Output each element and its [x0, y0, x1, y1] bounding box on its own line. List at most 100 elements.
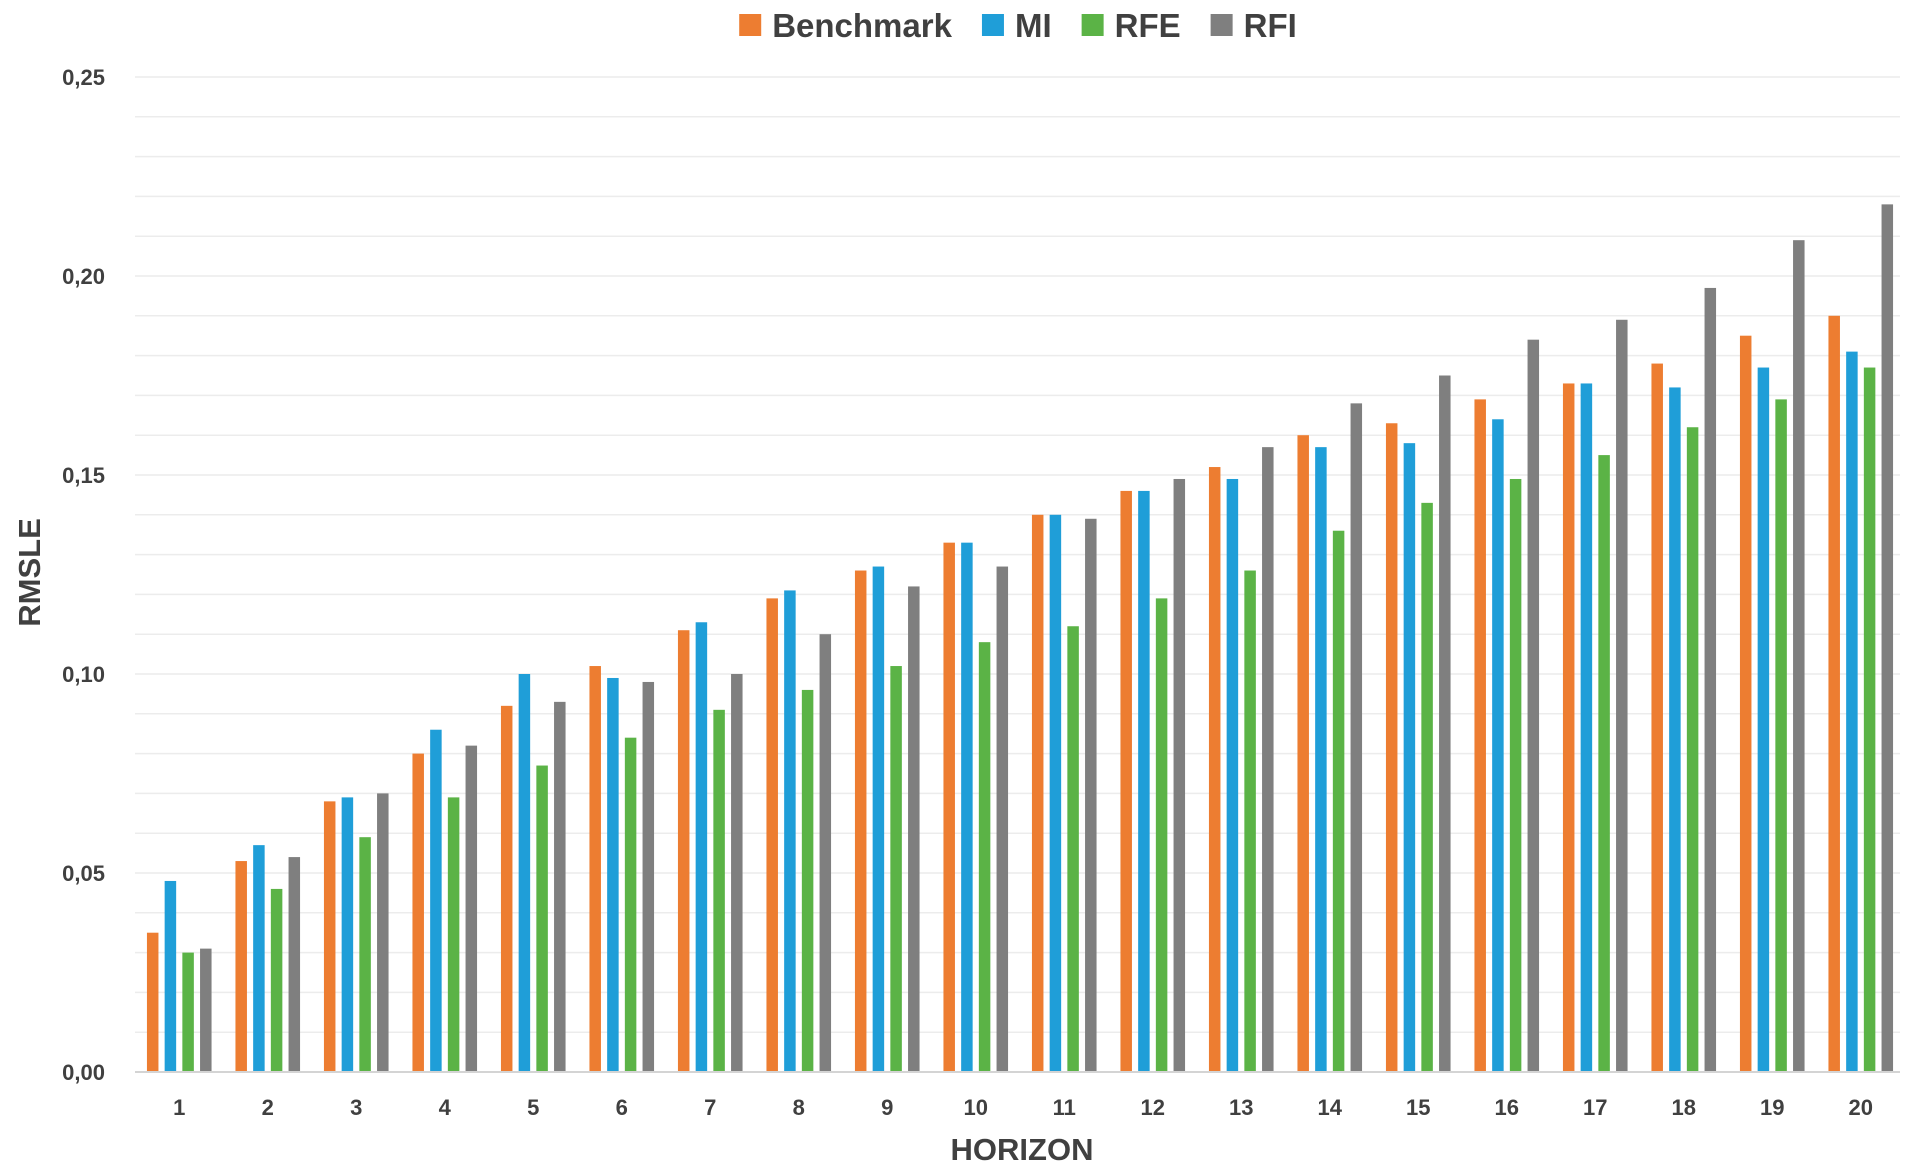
bar-rfi-13 — [1262, 447, 1274, 1072]
bar-benchmark-13 — [1208, 467, 1221, 1072]
legend-label-rfi: RFI — [1244, 7, 1297, 44]
bar-rfi-2 — [288, 857, 301, 1072]
x-tick-label: 5 — [527, 1095, 539, 1120]
y-tick-label: 0,20 — [62, 264, 105, 289]
y-tick-label: 0,25 — [62, 65, 105, 90]
bar-rfi-1 — [200, 948, 212, 1072]
bar-mi-11 — [1049, 514, 1062, 1072]
bar-benchmark-6 — [589, 666, 601, 1072]
bar-mi-4 — [430, 729, 442, 1072]
bar-rfi-11 — [1085, 518, 1097, 1072]
legend-label-mi: MI — [1015, 7, 1052, 44]
bar-rfe-19 — [1775, 399, 1787, 1072]
bar-mi-6 — [607, 677, 619, 1072]
bar-rfi-6 — [642, 681, 655, 1072]
bar-rfi-17 — [1616, 319, 1628, 1072]
bar-benchmark-12 — [1120, 490, 1132, 1072]
bar-mi-12 — [1138, 490, 1150, 1072]
bar-rfe-2 — [270, 888, 283, 1072]
bar-rfe-15 — [1421, 502, 1433, 1072]
bar-rfi-4 — [465, 745, 478, 1072]
bar-benchmark-15 — [1385, 423, 1398, 1072]
bar-benchmark-16 — [1474, 399, 1486, 1072]
x-tick-label: 17 — [1583, 1095, 1607, 1120]
bar-benchmark-7 — [677, 630, 690, 1072]
bar-rfe-18 — [1686, 427, 1699, 1072]
x-tick-label: 4 — [439, 1095, 452, 1120]
bar-mi-20 — [1846, 351, 1858, 1072]
bar-mi-13 — [1226, 478, 1239, 1073]
y-tick-label: 0,15 — [62, 463, 105, 488]
bar-benchmark-11 — [1031, 514, 1044, 1072]
bar-mi-2 — [253, 845, 265, 1072]
bar-rfi-19 — [1793, 240, 1805, 1072]
x-tick-label: 12 — [1141, 1095, 1165, 1120]
bar-rfi-8 — [819, 634, 832, 1072]
bar-mi-19 — [1757, 367, 1770, 1072]
bar-rfe-16 — [1509, 478, 1522, 1073]
bar-rfe-3 — [359, 837, 371, 1072]
bar-benchmark-10 — [943, 542, 955, 1072]
bar-rfi-9 — [908, 586, 920, 1072]
y-tick-label: 0,00 — [62, 1060, 105, 1085]
y-tick-label: 0,10 — [62, 662, 105, 687]
bar-mi-15 — [1403, 443, 1416, 1072]
bar-benchmark-1 — [146, 932, 159, 1072]
x-tick-label: 3 — [350, 1095, 362, 1120]
bar-rfi-5 — [554, 701, 566, 1072]
legend-label-benchmark: Benchmark — [772, 7, 952, 44]
x-tick-label: 18 — [1672, 1095, 1696, 1120]
bar-mi-9 — [872, 566, 885, 1072]
y-axis-ticks: 0,00 0,05 0,10 0,15 0,20 0,25 — [62, 65, 105, 1085]
bar-mi-10 — [961, 542, 973, 1072]
y-tick-label: 0,05 — [62, 861, 105, 886]
bar-rfe-10 — [978, 642, 991, 1072]
bar-mi-17 — [1580, 383, 1593, 1073]
bar-mi-3 — [341, 797, 354, 1072]
bar-rfe-6 — [624, 737, 637, 1072]
bar-mi-5 — [518, 674, 531, 1072]
bar-benchmark-20 — [1828, 315, 1840, 1072]
legend-swatch-benchmark — [739, 14, 762, 36]
x-tick-label: 2 — [262, 1095, 274, 1120]
bar-rfe-8 — [801, 689, 814, 1072]
bar-rfe-17 — [1598, 455, 1610, 1073]
x-tick-label: 9 — [881, 1095, 893, 1120]
legend-swatch-mi — [981, 14, 1004, 36]
x-tick-label: 7 — [704, 1095, 716, 1120]
bar-rfi-15 — [1439, 375, 1451, 1072]
bars — [146, 204, 1894, 1073]
x-tick-label: 14 — [1318, 1095, 1343, 1120]
x-tick-label: 20 — [1849, 1095, 1873, 1120]
bar-rfi-16 — [1527, 339, 1540, 1072]
legend: Benchmark MI RFE RFI — [739, 7, 1297, 44]
bar-benchmark-4 — [412, 753, 424, 1072]
bar-rfi-3 — [377, 793, 389, 1072]
bar-rfe-5 — [536, 765, 548, 1072]
bar-rfe-13 — [1244, 570, 1256, 1072]
x-axis-title: HORIZON — [951, 1132, 1094, 1167]
bar-rfi-12 — [1173, 478, 1186, 1073]
bar-benchmark-14 — [1297, 435, 1309, 1072]
bar-benchmark-3 — [323, 801, 336, 1072]
x-axis-ticks: 1 2 3 4 5 6 7 8 9 10 11 12 13 14 15 16 17 18 19 20 — [173, 1095, 1873, 1120]
legend-swatch-rfi — [1210, 14, 1233, 36]
bar-rfe-4 — [447, 797, 460, 1072]
bar-benchmark-18 — [1651, 363, 1663, 1072]
bar-mi-14 — [1315, 447, 1327, 1072]
legend-swatch-rfe — [1081, 14, 1104, 36]
x-tick-label: 8 — [793, 1095, 805, 1120]
bar-mi-16 — [1492, 419, 1504, 1072]
bar-rfi-20 — [1881, 204, 1894, 1073]
bar-mi-8 — [784, 590, 796, 1072]
bar-mi-1 — [164, 880, 177, 1072]
bar-benchmark-19 — [1739, 335, 1752, 1072]
bar-rfe-12 — [1155, 598, 1168, 1072]
x-tick-label: 11 — [1053, 1095, 1076, 1120]
bar-rfi-18 — [1704, 287, 1717, 1072]
bar-rfi-10 — [996, 566, 1009, 1072]
y-axis-title: RMSLE — [12, 518, 47, 627]
bar-benchmark-9 — [854, 570, 867, 1072]
bar-rfe-14 — [1332, 530, 1345, 1072]
bar-rfe-9 — [890, 666, 902, 1072]
